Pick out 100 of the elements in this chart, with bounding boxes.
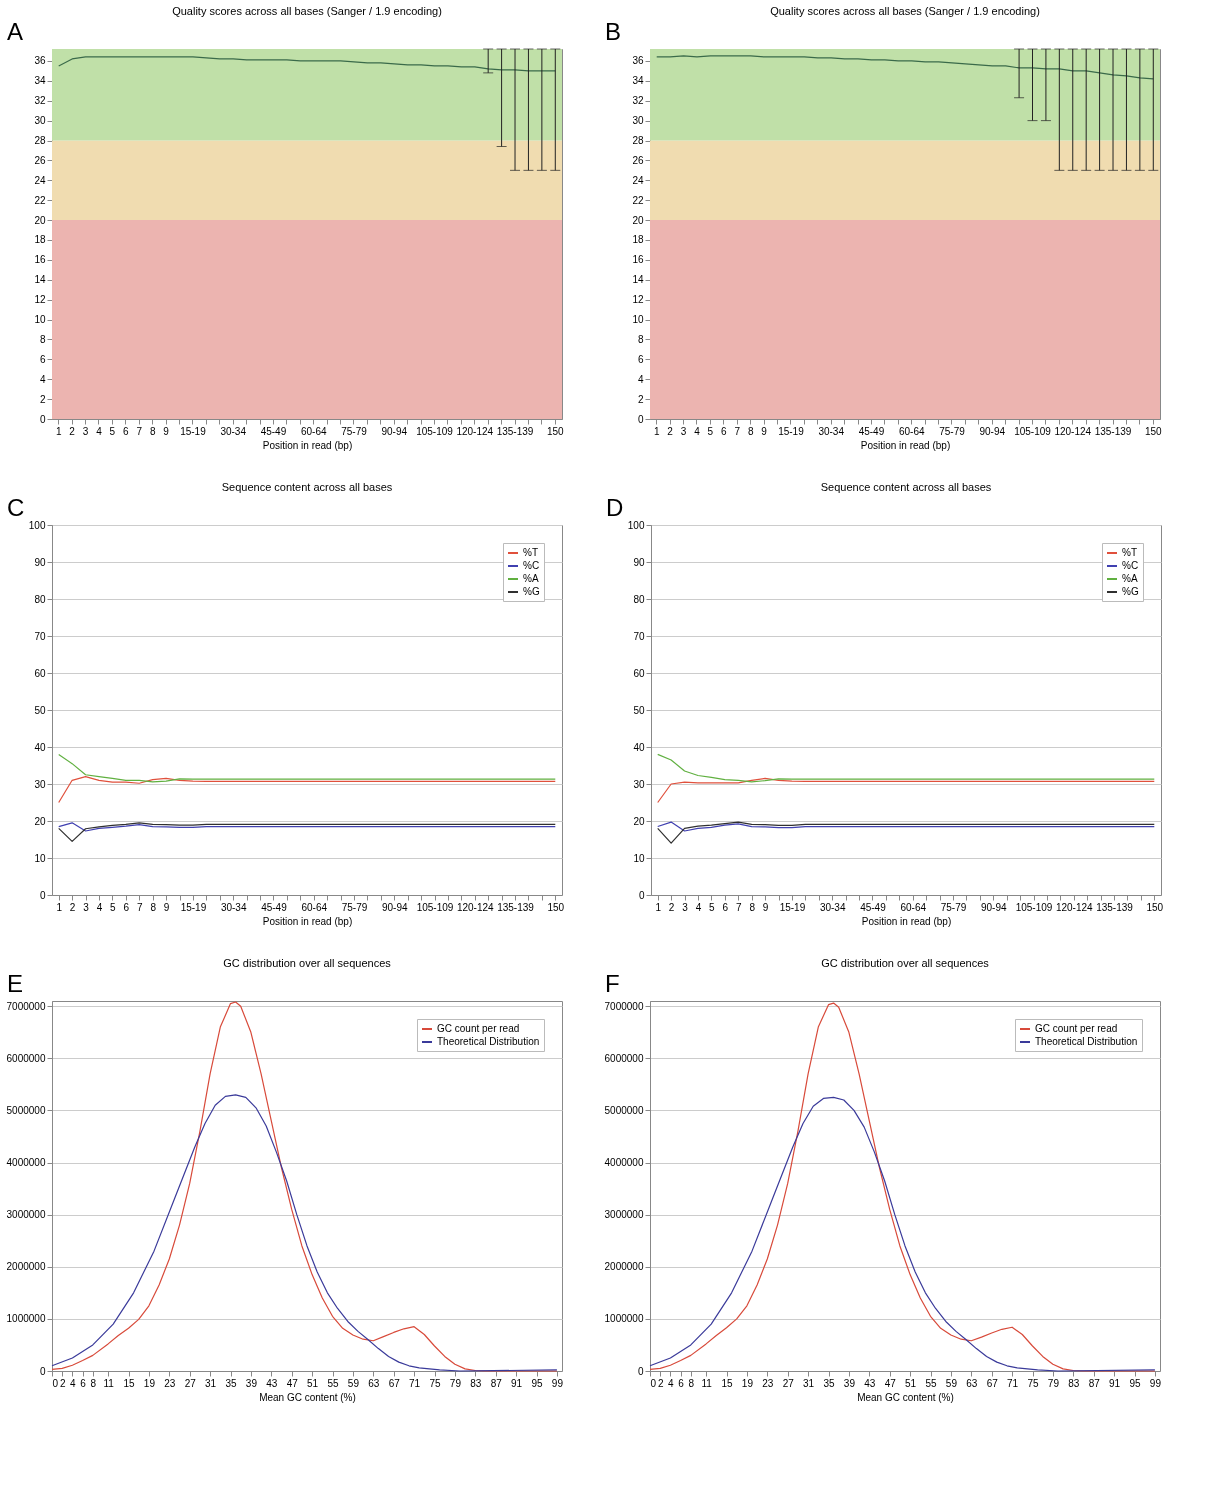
x-tick-label: 15-19 (779, 901, 806, 913)
y-tick-label: 50 (633, 704, 645, 716)
text: E (7, 970, 24, 997)
line-series (657, 777, 1155, 804)
y-tick-label: 0 (637, 1365, 644, 1377)
x-tick-label: 60-64 (301, 901, 328, 913)
x-axis-title: Mean GC content (%) (857, 1391, 954, 1403)
x-tick-label: 15 (123, 1377, 135, 1389)
x-tick-label: 1 (655, 901, 662, 913)
x-tick-label: 105-109 (416, 901, 454, 913)
x-tick-label: 7 (735, 901, 742, 913)
y-tick-label: 20 (34, 214, 46, 226)
x-tick-label: 3 (682, 901, 689, 913)
x-tick-label: 30-34 (220, 901, 247, 913)
x-tick-label: 95 (1129, 1377, 1141, 1389)
x-tick-label: 75-79 (341, 901, 368, 913)
y-tick-label: 40 (34, 741, 46, 753)
x-tick-label: 27 (184, 1377, 197, 1389)
x-tick-label: 150 (547, 901, 565, 913)
x-tick-label: 120-124 (456, 425, 494, 437)
x-tick-label: 59 (945, 1377, 958, 1389)
line-series (51, 1094, 558, 1372)
x-tick-label: 4 (695, 901, 702, 913)
y-tick-label: 22 (632, 194, 644, 206)
x-tick-label: 90-94 (980, 901, 1007, 913)
legend-label: %C (1122, 560, 1139, 571)
x-tick-label: 67 (388, 1377, 401, 1389)
x-tick-label: 105-109 (1015, 901, 1053, 913)
y-tick-label: 100 (28, 519, 46, 531)
x-tick-label: 6 (123, 425, 130, 437)
legend-label: %G (1122, 586, 1139, 597)
x-tick-label: 91 (1109, 1377, 1121, 1389)
y-tick-label: 6 (39, 353, 46, 365)
line-series (58, 56, 556, 72)
y-tick-label: 8 (637, 333, 644, 345)
x-tick-label: 75-79 (939, 425, 966, 437)
y-tick-label: 70 (633, 630, 645, 642)
x-tick-label: 9 (762, 901, 769, 913)
legend-label: Theoretical Distribution (1035, 1036, 1138, 1047)
y-tick-label: 30 (633, 778, 645, 790)
y-tick-label: 6000000 (604, 1052, 644, 1064)
line-series (58, 822, 556, 832)
x-tick-label: 2 (668, 901, 675, 913)
y-tick-label: 30 (34, 778, 46, 790)
y-tick-label: 2 (39, 393, 46, 405)
chart-title: Quality scores across all bases (Sanger / 1.9 encoding) (770, 5, 1040, 17)
x-tick-label: 39 (843, 1377, 856, 1389)
x-tick-label: 75-79 (940, 901, 967, 913)
y-tick-label: 5000000 (604, 1104, 644, 1116)
y-tick-label: 60 (633, 667, 645, 679)
y-tick-label: 50 (34, 704, 46, 716)
x-tick-label: 105-109 (1014, 425, 1052, 437)
text: B (605, 18, 622, 45)
y-tick-label: 3000000 (6, 1209, 46, 1221)
y-tick-label: 80 (633, 593, 645, 605)
y-tick-label: 10 (633, 852, 645, 864)
x-tick-label: 4 (96, 901, 103, 913)
x-tick-label: 75 (429, 1377, 441, 1389)
y-tick-label: 4000000 (604, 1157, 644, 1169)
y-tick-label: 90 (633, 556, 645, 568)
y-tick-label: 30 (34, 115, 46, 127)
x-tick-label: 2 (657, 1377, 664, 1389)
y-tick-label: 28 (34, 135, 46, 147)
y-tick-label: 20 (632, 214, 644, 226)
x-tick-label: 30-34 (819, 901, 846, 913)
x-tick-label: 31 (205, 1377, 217, 1389)
y-tick-label: 2000000 (6, 1261, 46, 1273)
x-tick-label: 7 (734, 425, 741, 437)
x-tick-label: 43 (266, 1377, 278, 1389)
y-tick-label: 100 (627, 519, 645, 531)
x-tick-label: 4 (70, 1377, 77, 1389)
x-tick-label: 51 (307, 1377, 319, 1389)
x-tick-label: 90-94 (979, 425, 1006, 437)
line-series (657, 821, 1155, 832)
x-tick-label: 135-139 (1096, 901, 1134, 913)
y-tick-label: 60 (34, 667, 46, 679)
x-tick-label: 7 (136, 425, 143, 437)
x-tick-label: 55 (327, 1377, 339, 1389)
x-tick-label: 7 (136, 901, 143, 913)
x-tick-label: 63 (368, 1377, 380, 1389)
y-tick-label: 4000000 (6, 1157, 46, 1169)
y-tick-label: 7000000 (604, 1000, 644, 1012)
x-tick-label: 35 (225, 1377, 237, 1389)
x-tick-label: 6 (678, 1377, 685, 1389)
y-tick-label: 26 (34, 154, 46, 166)
x-tick-label: 95 (531, 1377, 543, 1389)
x-tick-label: 6 (80, 1377, 87, 1389)
legend-label: %T (523, 547, 538, 558)
y-tick-label: 0 (638, 889, 645, 901)
x-tick-label: 2 (667, 425, 674, 437)
x-tick-label: 8 (747, 425, 754, 437)
x-tick-label: 91 (511, 1377, 523, 1389)
x-tick-label: 83 (1068, 1377, 1080, 1389)
x-tick-label: 63 (966, 1377, 978, 1389)
y-tick-label: 16 (632, 254, 644, 266)
x-tick-label: 99 (551, 1377, 564, 1389)
y-tick-label: 40 (633, 741, 645, 753)
y-tick-label: 4 (39, 373, 46, 385)
x-tick-label: 3 (83, 901, 90, 913)
x-tick-label: 83 (470, 1377, 482, 1389)
